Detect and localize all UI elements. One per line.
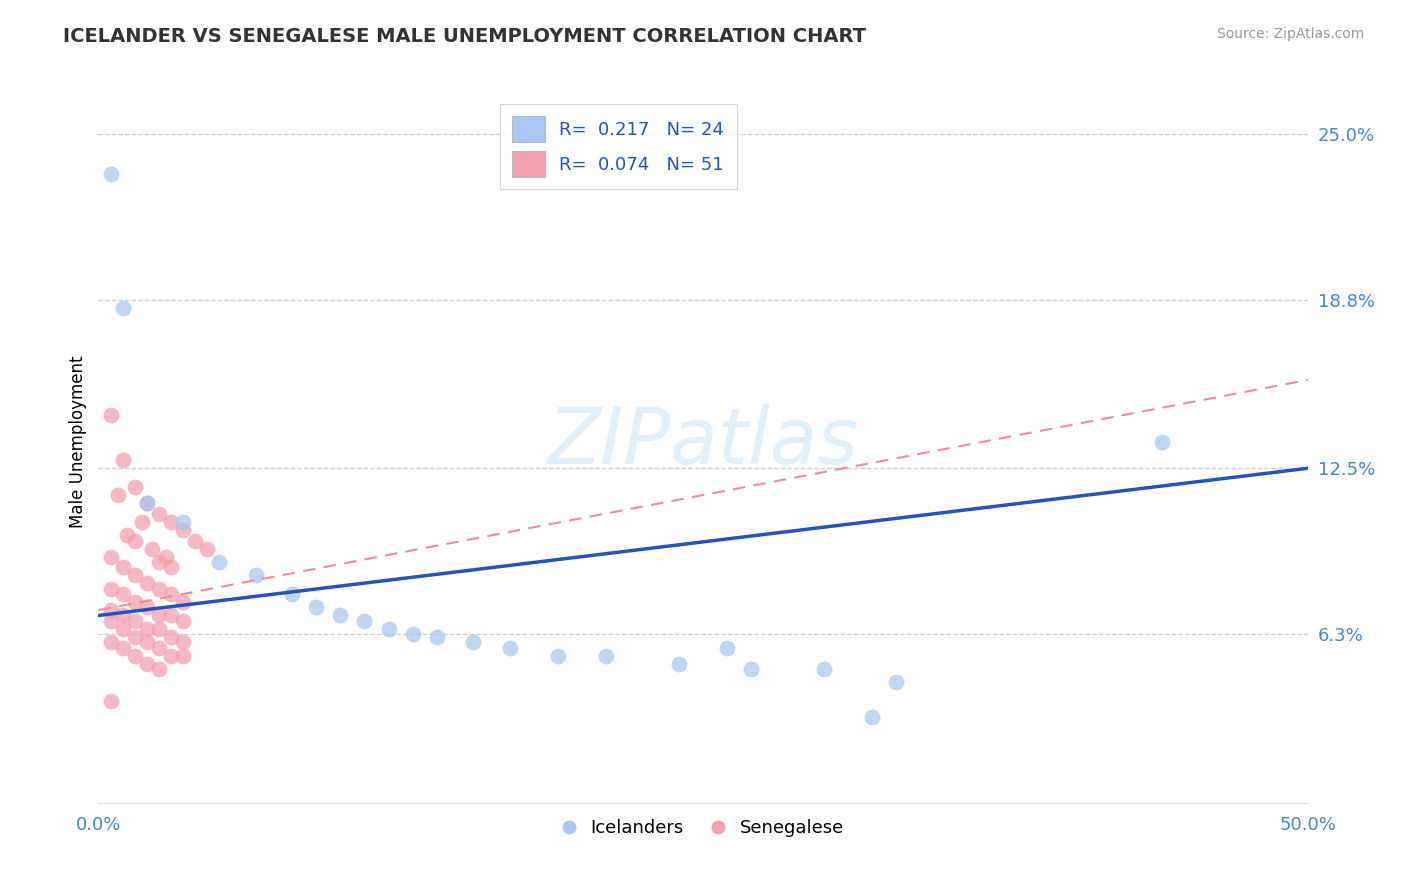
Point (172, 614, 194, 628)
Point (668, 657, 690, 671)
Point (111, 453, 134, 467)
Point (860, 710, 883, 724)
Point (117, 528, 139, 542)
Point (160, 608, 183, 623)
Point (148, 622, 170, 636)
Point (463, 635, 485, 649)
Point (426, 630, 449, 644)
Point (135, 622, 157, 636)
Point (172, 648, 194, 663)
Text: ICELANDER VS SENEGALESE MALE UNEMPLOYMENT CORRELATION CHART: ICELANDER VS SENEGALESE MALE UNEMPLOYMEN… (63, 27, 866, 45)
Point (172, 523, 194, 537)
Point (353, 614, 375, 628)
Point (813, 662, 835, 676)
Point (111, 622, 134, 636)
Point (595, 648, 617, 663)
Point (1152, 434, 1174, 449)
Point (547, 648, 569, 663)
Point (377, 622, 399, 636)
Point (148, 640, 170, 655)
Point (135, 657, 157, 671)
Point (124, 614, 146, 628)
Point (111, 608, 134, 623)
Point (208, 555, 231, 569)
Point (305, 600, 328, 615)
Point (172, 595, 194, 609)
Point (100, 614, 122, 628)
Point (141, 541, 163, 556)
Point (148, 662, 170, 676)
Point (124, 568, 146, 582)
Point (100, 635, 122, 649)
Point (131, 515, 153, 529)
Point (245, 568, 267, 582)
Point (100, 603, 122, 617)
Point (160, 587, 183, 601)
Point (160, 648, 183, 663)
Point (124, 533, 146, 548)
Point (100, 549, 122, 564)
Point (402, 627, 425, 641)
Point (124, 595, 146, 609)
Point (124, 480, 146, 494)
Legend: Icelanders, Senegalese: Icelanders, Senegalese (554, 812, 852, 845)
Point (886, 675, 908, 690)
Point (100, 408, 122, 422)
Point (124, 648, 146, 663)
Point (148, 507, 170, 521)
Point (107, 488, 129, 502)
Point (111, 301, 134, 315)
Point (124, 630, 146, 644)
Point (740, 662, 762, 676)
Point (135, 635, 157, 649)
Point (160, 630, 183, 644)
Point (135, 496, 157, 510)
Y-axis label: Male Unemployment: Male Unemployment (69, 355, 87, 528)
Point (111, 640, 134, 655)
Point (195, 541, 218, 556)
Text: Source: ZipAtlas.com: Source: ZipAtlas.com (1216, 27, 1364, 41)
Point (100, 167, 122, 181)
Point (111, 560, 134, 574)
Point (498, 640, 520, 655)
Point (135, 496, 157, 510)
Point (148, 555, 170, 569)
Point (160, 515, 183, 529)
Point (155, 549, 177, 564)
Point (100, 694, 122, 708)
Point (100, 582, 122, 596)
Point (111, 587, 134, 601)
Point (329, 608, 352, 623)
Point (716, 640, 738, 655)
Point (135, 600, 157, 615)
Point (148, 582, 170, 596)
Point (184, 533, 207, 548)
Point (160, 560, 183, 574)
Point (172, 515, 194, 529)
Point (148, 608, 170, 623)
Point (281, 587, 304, 601)
Point (135, 576, 157, 591)
Point (172, 635, 194, 649)
Text: ZIPatlas: ZIPatlas (547, 403, 859, 480)
